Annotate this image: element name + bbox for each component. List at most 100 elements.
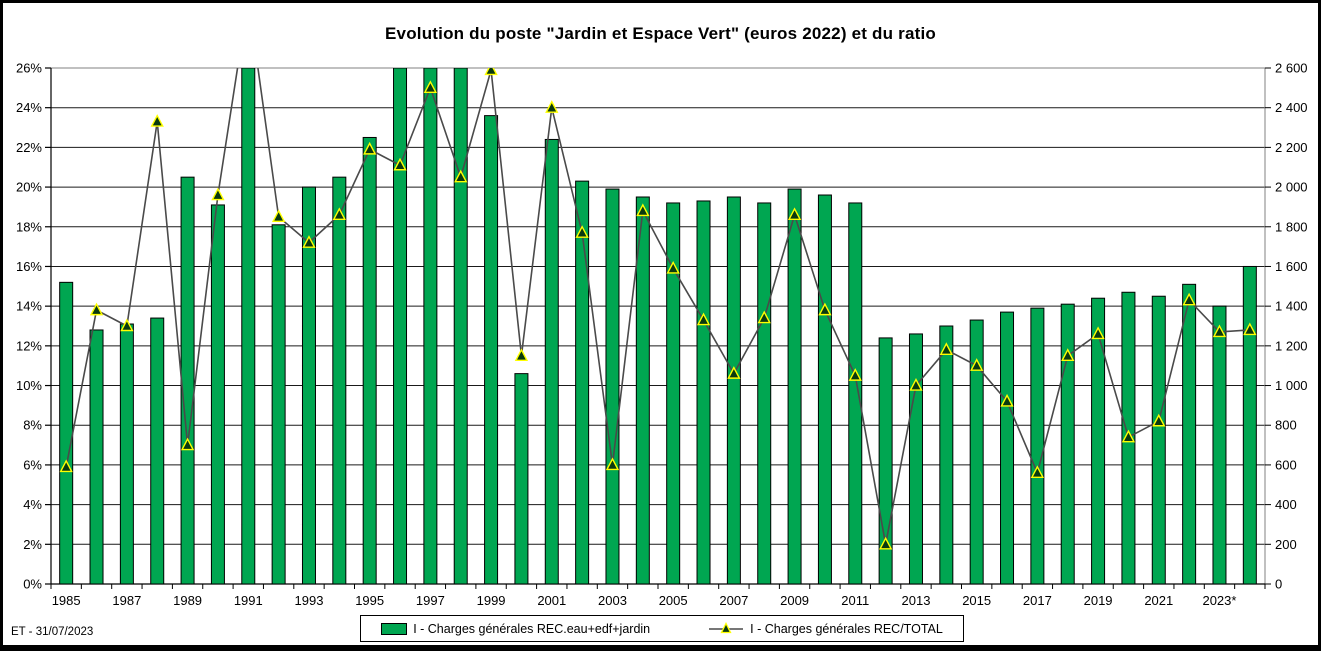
ratio-marker-1988 bbox=[150, 114, 164, 127]
ratio-marker-1997 bbox=[423, 80, 438, 94]
y-right-tick-label: 600 bbox=[1275, 457, 1297, 472]
ratio-marker-2019 bbox=[1091, 326, 1105, 340]
y-left-tick-label: 22% bbox=[16, 140, 42, 155]
bar-2010 bbox=[817, 194, 832, 584]
y-right-tick-label: 1 800 bbox=[1275, 219, 1308, 234]
x-tick-label: 2009 bbox=[780, 593, 809, 608]
bar-1997 bbox=[423, 68, 438, 584]
x-tick-label: 1999 bbox=[477, 593, 506, 608]
ratio-marker-2001 bbox=[545, 100, 559, 113]
y-right-tick-label: 200 bbox=[1275, 537, 1297, 552]
ratio-marker-2023 bbox=[1212, 324, 1227, 338]
x-tick-label: 2021 bbox=[1144, 593, 1173, 608]
ratio-marker-2005 bbox=[666, 260, 680, 274]
ratio-marker-2009 bbox=[787, 207, 802, 221]
bar-2011 bbox=[848, 202, 863, 584]
ratio-marker-2008 bbox=[757, 310, 771, 324]
chart-title: Evolution du poste "Jardin et Espace Ver… bbox=[385, 24, 936, 43]
line-series-marker-icon bbox=[708, 622, 744, 635]
bar-2015 bbox=[969, 319, 984, 584]
y-left-tick-label: 18% bbox=[16, 219, 42, 234]
ratio-marker-2002 bbox=[575, 225, 589, 238]
ratio-marker-2003 bbox=[605, 457, 620, 471]
y-left-tick-label: 26% bbox=[16, 61, 42, 76]
bar-2007 bbox=[726, 196, 741, 584]
bar-series-swatch bbox=[381, 622, 408, 635]
y-right-tick-label: 400 bbox=[1275, 497, 1297, 512]
ratio-marker-2014 bbox=[939, 342, 953, 356]
legend: I - Charges générales REC.eau+edf+jardin… bbox=[360, 615, 964, 642]
ratio-marker-2007 bbox=[727, 366, 741, 379]
y-right-tick-label: 1 000 bbox=[1275, 378, 1308, 393]
x-tick-label: 2001 bbox=[537, 593, 566, 608]
x-tick-label: 2011 bbox=[841, 593, 869, 608]
y-right-tick-label: 1 600 bbox=[1275, 259, 1308, 274]
ratio-marker-2004 bbox=[636, 203, 650, 217]
y-left-tick-label: 16% bbox=[16, 259, 42, 274]
y-left-tick-label: 4% bbox=[23, 497, 42, 512]
bar-2003 bbox=[605, 188, 620, 584]
x-tick-label: 1997 bbox=[416, 593, 445, 608]
bar-1994 bbox=[332, 176, 347, 584]
y-left-tick-label: 8% bbox=[23, 418, 42, 433]
ratio-line-series bbox=[59, 68, 1257, 550]
x-tick-label: 2019 bbox=[1084, 593, 1113, 608]
bar-1986 bbox=[89, 329, 104, 584]
footer-date: ET - 31/07/2023 bbox=[11, 626, 94, 638]
ratio-marker-1995 bbox=[363, 141, 377, 155]
x-tick-label: 1993 bbox=[295, 593, 324, 608]
x-tick-label: 1989 bbox=[173, 593, 202, 608]
plot-area: 0% 0 2% 200 4% 400 6% 600 8% 800 10% 1 000 12% 1 200 1… bbox=[16, 61, 1308, 609]
ratio-marker-1990 bbox=[211, 187, 225, 201]
x-tick-label: 1985 bbox=[52, 593, 81, 608]
bar-2021 bbox=[1151, 295, 1166, 584]
ratio-marker-1994 bbox=[332, 207, 346, 221]
bar-2016 bbox=[1000, 311, 1015, 584]
x-tick-label: 2005 bbox=[659, 593, 688, 608]
bar-2001 bbox=[544, 138, 559, 584]
bar-1995 bbox=[362, 136, 377, 584]
ratio-marker-2018 bbox=[1061, 348, 1075, 361]
x-tick-label: 1991 bbox=[234, 593, 263, 608]
y-right-tick-label: 2 400 bbox=[1275, 100, 1308, 115]
x-tick-label: 2017 bbox=[1023, 593, 1052, 608]
ratio-marker-1993 bbox=[302, 235, 316, 248]
ratio-line bbox=[65, 68, 1250, 545]
y-right-tick-label: 2 000 bbox=[1275, 180, 1308, 195]
bar-1988 bbox=[150, 317, 165, 584]
legend-item-line: I - Charges générales REC/TOTAL bbox=[708, 622, 943, 636]
x-tick-label: 2023* bbox=[1202, 593, 1236, 608]
x-tick-label: 2013 bbox=[902, 593, 931, 608]
ratio-marker-2015 bbox=[970, 358, 984, 371]
legend-label-line: I - Charges générales REC/TOTAL bbox=[750, 621, 943, 636]
y-right-tick-label: 2 600 bbox=[1275, 61, 1308, 76]
y-left-tick-label: 6% bbox=[23, 457, 42, 472]
bar-series bbox=[59, 68, 1257, 584]
x-tick-label: 1995 bbox=[355, 593, 384, 608]
bar-2018 bbox=[1060, 303, 1075, 584]
bar-2014 bbox=[939, 325, 954, 584]
legend-label-bars: I - Charges générales REC.eau+edf+jardin bbox=[413, 621, 651, 636]
y-right-tick-label: 2 200 bbox=[1275, 140, 1308, 155]
ratio-marker-2024 bbox=[1243, 322, 1257, 336]
y-right-tick-label: 800 bbox=[1275, 418, 1297, 433]
bar-1991 bbox=[241, 68, 256, 584]
bar-2023 bbox=[1212, 305, 1227, 584]
bar-1985 bbox=[59, 281, 74, 584]
x-tick-label: 2003 bbox=[598, 593, 627, 608]
y-left-tick-label: 20% bbox=[16, 180, 42, 195]
bar-2019 bbox=[1091, 297, 1106, 584]
bar-1989 bbox=[180, 176, 195, 584]
y-left-tick-label: 12% bbox=[16, 338, 42, 353]
bar-2004 bbox=[635, 196, 650, 584]
ratio-marker-2017 bbox=[1030, 465, 1045, 479]
ratio-marker-1989 bbox=[180, 437, 195, 451]
legend-item-bars: I - Charges générales REC.eau+edf+jardin bbox=[381, 622, 650, 636]
ratio-marker-1986 bbox=[89, 302, 104, 316]
bar-1998 bbox=[453, 68, 468, 584]
bar-1992 bbox=[271, 224, 286, 584]
y-left-tick-label: 10% bbox=[16, 378, 42, 393]
ratio-marker-2016 bbox=[1000, 393, 1014, 407]
bar-2013 bbox=[908, 333, 923, 584]
bar-2008 bbox=[757, 202, 772, 584]
